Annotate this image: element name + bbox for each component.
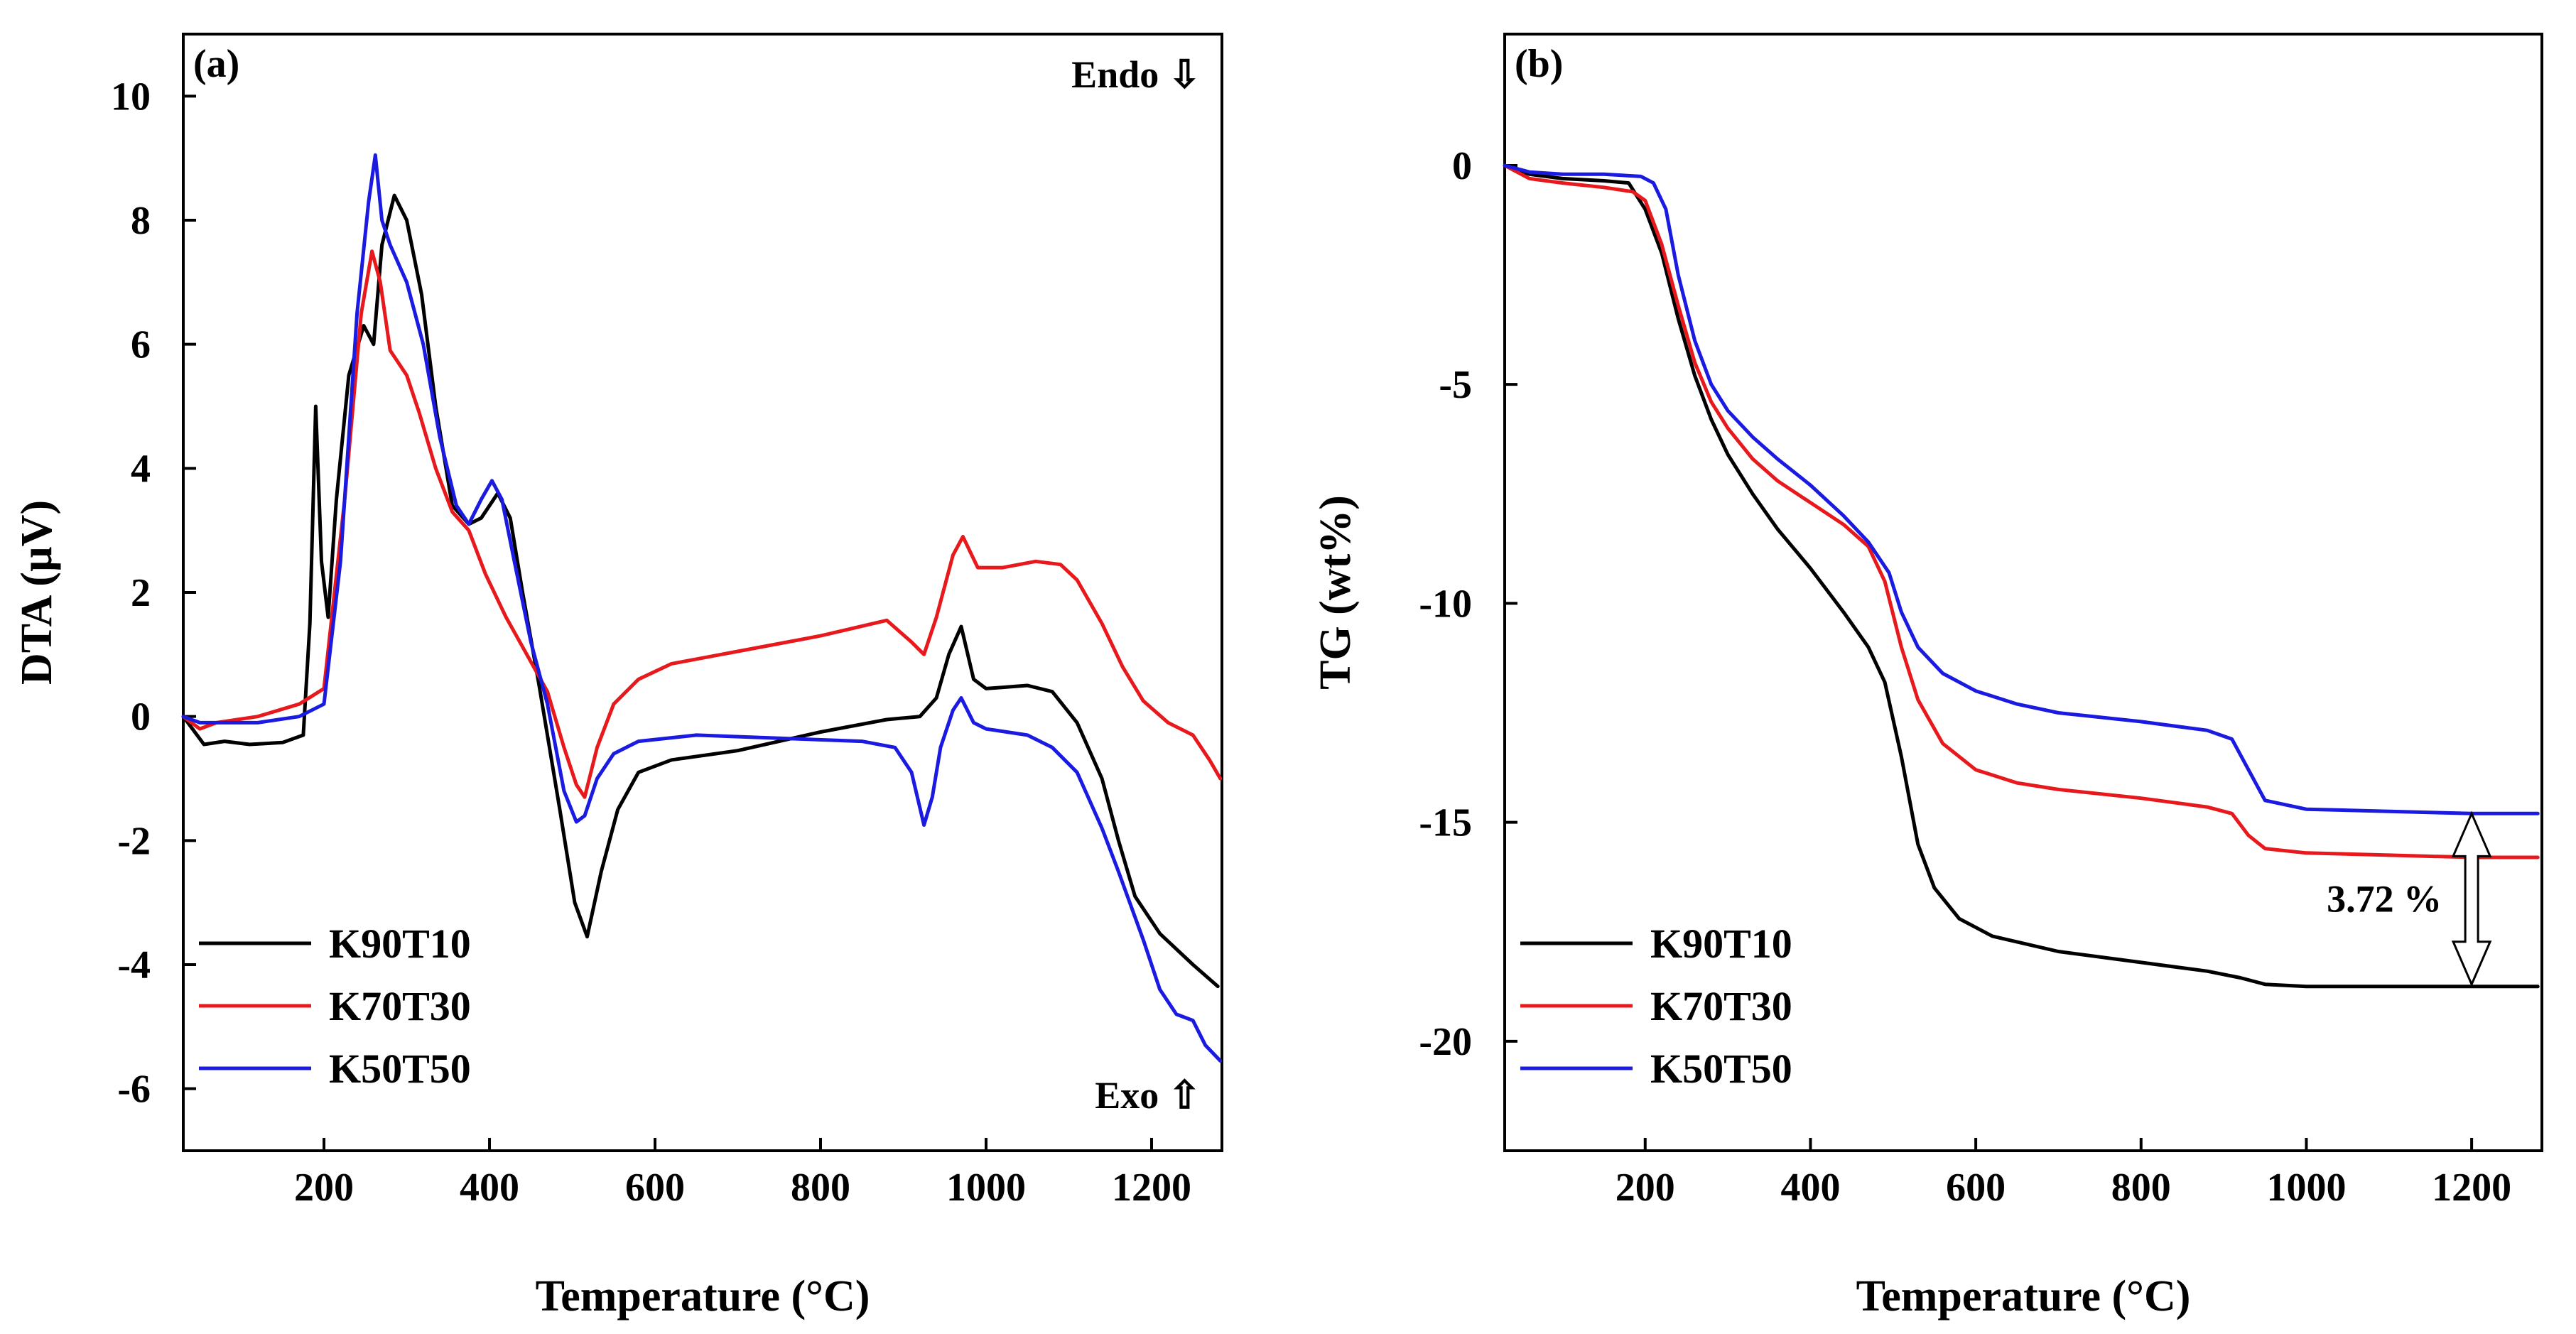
x-tick-label: 400 [1780, 1166, 1840, 1210]
series-line-k50t50 [181, 153, 1223, 1063]
double-arrow-icon [2451, 810, 2492, 987]
x-tick-label: 800 [2111, 1166, 2171, 1210]
series-line-k50t50 [1503, 163, 2540, 815]
y-tick-label: 10 [111, 75, 151, 119]
x-tick-label: 1000 [2266, 1166, 2346, 1210]
panel-a-dta-chart: 200 400 600 800 1000 1200 -6 -4 -2 0 2 4 6 8 10 Tempera… [13, 33, 1223, 1321]
legend-label: K90T10 [329, 921, 471, 967]
legend-label: K50T50 [329, 1046, 471, 1092]
x-tick-label: 200 [294, 1166, 354, 1210]
y-tick-label: -15 [1419, 801, 1472, 845]
series-line-k70t30 [181, 249, 1223, 799]
x-tick-label: 800 [791, 1166, 850, 1210]
panel-label: (b) [1515, 42, 1563, 86]
x-tick-label: 200 [1616, 1166, 1675, 1210]
legend-label: K90T10 [1650, 921, 1792, 967]
mass-difference-label: 3.72 % [2327, 878, 2442, 921]
y-tick-label: 0 [1452, 144, 1472, 188]
legend-label: K70T30 [329, 983, 471, 1029]
y-tick-label: 4 [131, 447, 151, 491]
y-tick-label: -4 [117, 943, 151, 987]
y-tick-label: 0 [131, 695, 151, 739]
y-tick-label: 6 [131, 323, 151, 367]
y-tick-label: -6 [117, 1068, 151, 1112]
x-tick-label: 1200 [1112, 1166, 1191, 1210]
x-tick-label: 600 [1946, 1166, 2006, 1210]
y-tick-label: -10 [1419, 582, 1472, 626]
legend-label: K70T30 [1650, 983, 1792, 1029]
y-axis-label: TG (wt%) [1311, 495, 1360, 690]
y-axis-label: DTA (µV) [13, 500, 61, 685]
x-tick-label: 1000 [946, 1166, 1026, 1210]
y-tick-label: 8 [131, 199, 151, 243]
series-line-k90t10 [181, 193, 1220, 989]
series-line-k90t10 [1503, 163, 2540, 989]
y-tick-label: 2 [131, 571, 151, 615]
x-axis-label: Temperature (°C) [1856, 1272, 2191, 1321]
y-tick-label: -2 [117, 819, 151, 863]
plot-frame [1503, 33, 2543, 1152]
y-tick-label: -20 [1419, 1020, 1472, 1064]
y-tick-label: -5 [1439, 363, 1472, 407]
x-tick-label: 600 [625, 1166, 685, 1210]
panel-b-tg-chart: 200 400 600 800 1000 1200 0 -5 -10 -15 -20 Temperat… [1311, 33, 2543, 1321]
x-axis-label: Temperature (°C) [536, 1272, 870, 1321]
x-tick-label: 400 [460, 1166, 519, 1210]
exo-annotation: Exo ⇧ [1095, 1074, 1201, 1117]
panel-label: (a) [193, 42, 239, 86]
legend-label: K50T50 [1650, 1046, 1792, 1092]
series-line-k70t30 [1503, 163, 2540, 859]
x-tick-label: 1200 [2432, 1166, 2511, 1210]
endo-annotation: Endo ⇩ [1071, 53, 1201, 96]
